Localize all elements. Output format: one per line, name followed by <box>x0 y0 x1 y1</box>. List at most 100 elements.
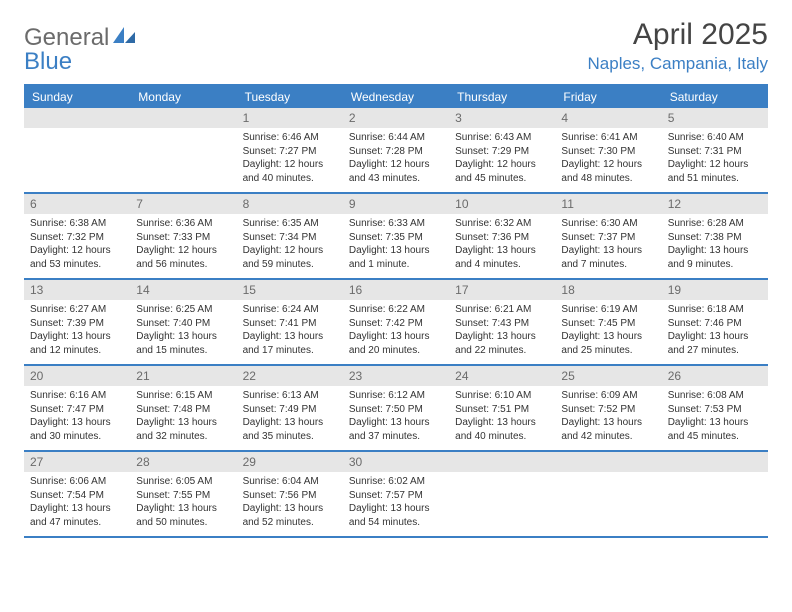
dow-cell: Saturday <box>662 86 768 108</box>
day-cell <box>130 108 236 192</box>
day-number: 21 <box>130 366 236 386</box>
header: General April 2025 Naples, Campania, Ita… <box>24 18 768 74</box>
day-cell: 22Sunrise: 6:13 AMSunset: 7:49 PMDayligh… <box>237 366 343 450</box>
day-cell: 17Sunrise: 6:21 AMSunset: 7:43 PMDayligh… <box>449 280 555 364</box>
day-cell: 13Sunrise: 6:27 AMSunset: 7:39 PMDayligh… <box>24 280 130 364</box>
day-body: Sunrise: 6:04 AMSunset: 7:56 PMDaylight:… <box>237 472 343 535</box>
daylight-text: Daylight: 13 hours and 35 minutes. <box>243 416 337 443</box>
day-body: Sunrise: 6:15 AMSunset: 7:48 PMDaylight:… <box>130 386 236 449</box>
day-number <box>662 452 768 472</box>
day-number: 10 <box>449 194 555 214</box>
day-number: 18 <box>555 280 661 300</box>
day-body: Sunrise: 6:05 AMSunset: 7:55 PMDaylight:… <box>130 472 236 535</box>
daylight-text: Daylight: 13 hours and 15 minutes. <box>136 330 230 357</box>
sunset-text: Sunset: 7:43 PM <box>455 317 549 331</box>
day-cell <box>555 452 661 536</box>
day-body: Sunrise: 6:46 AMSunset: 7:27 PMDaylight:… <box>237 128 343 191</box>
day-cell: 4Sunrise: 6:41 AMSunset: 7:30 PMDaylight… <box>555 108 661 192</box>
daylight-text: Daylight: 12 hours and 48 minutes. <box>561 158 655 185</box>
dow-cell: Monday <box>130 86 236 108</box>
day-body <box>555 472 661 481</box>
dow-cell: Wednesday <box>343 86 449 108</box>
daylight-text: Daylight: 13 hours and 12 minutes. <box>30 330 124 357</box>
sunrise-text: Sunrise: 6:35 AM <box>243 217 337 231</box>
weeks-container: 1Sunrise: 6:46 AMSunset: 7:27 PMDaylight… <box>24 108 768 538</box>
sunrise-text: Sunrise: 6:12 AM <box>349 389 443 403</box>
month-title: April 2025 <box>588 18 768 52</box>
sunrise-text: Sunrise: 6:38 AM <box>30 217 124 231</box>
day-cell: 3Sunrise: 6:43 AMSunset: 7:29 PMDaylight… <box>449 108 555 192</box>
week-row: 1Sunrise: 6:46 AMSunset: 7:27 PMDaylight… <box>24 108 768 194</box>
day-cell: 6Sunrise: 6:38 AMSunset: 7:32 PMDaylight… <box>24 194 130 278</box>
day-number: 4 <box>555 108 661 128</box>
daylight-text: Daylight: 12 hours and 51 minutes. <box>668 158 762 185</box>
day-cell: 15Sunrise: 6:24 AMSunset: 7:41 PMDayligh… <box>237 280 343 364</box>
day-cell: 27Sunrise: 6:06 AMSunset: 7:54 PMDayligh… <box>24 452 130 536</box>
daylight-text: Daylight: 13 hours and 17 minutes. <box>243 330 337 357</box>
day-body: Sunrise: 6:35 AMSunset: 7:34 PMDaylight:… <box>237 214 343 277</box>
sunset-text: Sunset: 7:48 PM <box>136 403 230 417</box>
sunrise-text: Sunrise: 6:13 AM <box>243 389 337 403</box>
day-number <box>449 452 555 472</box>
sunset-text: Sunset: 7:55 PM <box>136 489 230 503</box>
daylight-text: Daylight: 13 hours and 32 minutes. <box>136 416 230 443</box>
day-body: Sunrise: 6:38 AMSunset: 7:32 PMDaylight:… <box>24 214 130 277</box>
day-number: 12 <box>662 194 768 214</box>
day-body: Sunrise: 6:19 AMSunset: 7:45 PMDaylight:… <box>555 300 661 363</box>
day-body: Sunrise: 6:10 AMSunset: 7:51 PMDaylight:… <box>449 386 555 449</box>
day-body: Sunrise: 6:09 AMSunset: 7:52 PMDaylight:… <box>555 386 661 449</box>
day-body: Sunrise: 6:44 AMSunset: 7:28 PMDaylight:… <box>343 128 449 191</box>
sunrise-text: Sunrise: 6:28 AM <box>668 217 762 231</box>
sunrise-text: Sunrise: 6:46 AM <box>243 131 337 145</box>
day-cell: 29Sunrise: 6:04 AMSunset: 7:56 PMDayligh… <box>237 452 343 536</box>
sunset-text: Sunset: 7:29 PM <box>455 145 549 159</box>
day-cell <box>662 452 768 536</box>
day-number: 14 <box>130 280 236 300</box>
day-body: Sunrise: 6:33 AMSunset: 7:35 PMDaylight:… <box>343 214 449 277</box>
day-cell: 14Sunrise: 6:25 AMSunset: 7:40 PMDayligh… <box>130 280 236 364</box>
day-number <box>555 452 661 472</box>
sunset-text: Sunset: 7:52 PM <box>561 403 655 417</box>
day-number: 8 <box>237 194 343 214</box>
day-number: 2 <box>343 108 449 128</box>
day-number: 9 <box>343 194 449 214</box>
calendar-page: General April 2025 Naples, Campania, Ita… <box>0 0 792 556</box>
day-cell: 21Sunrise: 6:15 AMSunset: 7:48 PMDayligh… <box>130 366 236 450</box>
day-cell: 1Sunrise: 6:46 AMSunset: 7:27 PMDaylight… <box>237 108 343 192</box>
daylight-text: Daylight: 13 hours and 47 minutes. <box>30 502 124 529</box>
sunrise-text: Sunrise: 6:18 AM <box>668 303 762 317</box>
sunrise-text: Sunrise: 6:10 AM <box>455 389 549 403</box>
day-number: 1 <box>237 108 343 128</box>
day-number: 16 <box>343 280 449 300</box>
daylight-text: Daylight: 13 hours and 4 minutes. <box>455 244 549 271</box>
day-body: Sunrise: 6:13 AMSunset: 7:49 PMDaylight:… <box>237 386 343 449</box>
sunset-text: Sunset: 7:37 PM <box>561 231 655 245</box>
daylight-text: Daylight: 13 hours and 22 minutes. <box>455 330 549 357</box>
day-cell: 5Sunrise: 6:40 AMSunset: 7:31 PMDaylight… <box>662 108 768 192</box>
day-body: Sunrise: 6:22 AMSunset: 7:42 PMDaylight:… <box>343 300 449 363</box>
daylight-text: Daylight: 13 hours and 7 minutes. <box>561 244 655 271</box>
daylight-text: Daylight: 13 hours and 37 minutes. <box>349 416 443 443</box>
day-cell: 7Sunrise: 6:36 AMSunset: 7:33 PMDaylight… <box>130 194 236 278</box>
sunset-text: Sunset: 7:56 PM <box>243 489 337 503</box>
day-number: 3 <box>449 108 555 128</box>
day-body: Sunrise: 6:18 AMSunset: 7:46 PMDaylight:… <box>662 300 768 363</box>
daylight-text: Daylight: 13 hours and 40 minutes. <box>455 416 549 443</box>
week-row: 27Sunrise: 6:06 AMSunset: 7:54 PMDayligh… <box>24 452 768 538</box>
week-row: 13Sunrise: 6:27 AMSunset: 7:39 PMDayligh… <box>24 280 768 366</box>
day-body: Sunrise: 6:30 AMSunset: 7:37 PMDaylight:… <box>555 214 661 277</box>
sunrise-text: Sunrise: 6:25 AM <box>136 303 230 317</box>
day-cell: 12Sunrise: 6:28 AMSunset: 7:38 PMDayligh… <box>662 194 768 278</box>
sunrise-text: Sunrise: 6:27 AM <box>30 303 124 317</box>
sunrise-text: Sunrise: 6:16 AM <box>30 389 124 403</box>
sunrise-text: Sunrise: 6:04 AM <box>243 475 337 489</box>
day-body: Sunrise: 6:24 AMSunset: 7:41 PMDaylight:… <box>237 300 343 363</box>
sunrise-text: Sunrise: 6:24 AM <box>243 303 337 317</box>
daylight-text: Daylight: 12 hours and 59 minutes. <box>243 244 337 271</box>
day-body: Sunrise: 6:25 AMSunset: 7:40 PMDaylight:… <box>130 300 236 363</box>
day-cell <box>449 452 555 536</box>
day-body <box>130 128 236 137</box>
day-body <box>662 472 768 481</box>
day-number: 15 <box>237 280 343 300</box>
week-row: 6Sunrise: 6:38 AMSunset: 7:32 PMDaylight… <box>24 194 768 280</box>
